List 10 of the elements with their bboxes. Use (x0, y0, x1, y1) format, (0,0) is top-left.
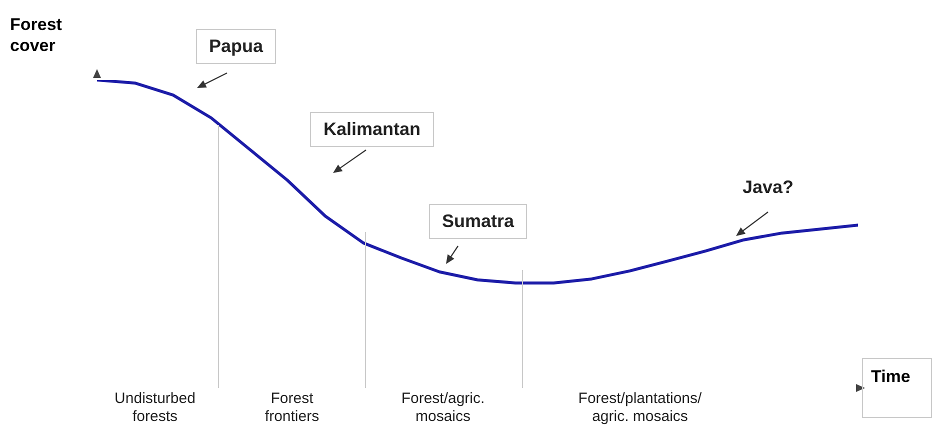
annotation: Sumatra (428, 204, 528, 238)
text: Papua (196, 28, 276, 64)
text: Forest frontiers (264, 390, 320, 426)
text: Undisturbed forests (114, 390, 196, 426)
text: Forest/plantations/ agric. mosaics (577, 390, 703, 426)
y-axis-title: Forest cover (10, 14, 62, 56)
annotation: Java? (730, 170, 806, 204)
text: Forest/agric. mosaics (400, 390, 486, 426)
x-axis-title: Time (862, 358, 932, 418)
annotation: Kalimantan (310, 112, 434, 146)
